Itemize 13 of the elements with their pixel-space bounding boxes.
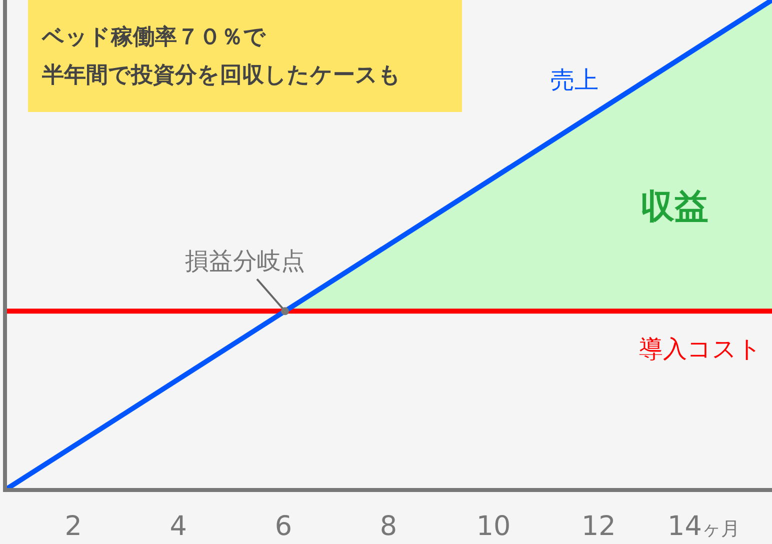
- x-tick-label: 14ヶ月: [668, 511, 740, 542]
- x-tick-label: 10: [476, 511, 511, 542]
- x-tick-label: 8: [380, 511, 398, 542]
- annotation: ベッド稼働率７０％で: [41, 24, 266, 50]
- x-tick-label: 12: [581, 511, 616, 542]
- x-tick-label: 6: [274, 511, 292, 542]
- series-label: 売上: [550, 66, 599, 94]
- series-label: 収益: [640, 186, 709, 227]
- x-tick-label: 4: [170, 511, 187, 542]
- annotation: 半年間で投資分を回収したケースも: [41, 63, 401, 88]
- x-tick-label: 2: [64, 511, 82, 542]
- series-label: 導入コスト: [639, 335, 762, 364]
- annotation: 損益分岐点: [185, 247, 306, 276]
